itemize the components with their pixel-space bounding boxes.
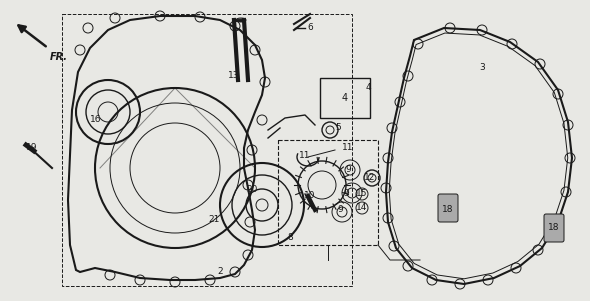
Text: 19: 19 [26, 144, 38, 153]
FancyBboxPatch shape [438, 194, 458, 222]
Bar [62, 14, 352, 286]
Text: 9: 9 [343, 188, 349, 197]
Text: 9: 9 [337, 206, 343, 215]
Text: 18: 18 [442, 206, 454, 215]
Text: 13: 13 [228, 72, 240, 80]
Text: 2: 2 [217, 268, 223, 277]
Text: 14: 14 [356, 203, 368, 213]
Ellipse shape [236, 18, 246, 22]
Text: 9: 9 [345, 166, 351, 175]
Text: 21: 21 [208, 216, 219, 225]
Text: 18: 18 [548, 224, 560, 232]
Text: 10: 10 [304, 191, 316, 200]
Text: 16: 16 [90, 116, 101, 125]
Text: 4: 4 [342, 93, 348, 103]
Text: 11: 11 [299, 151, 311, 160]
FancyBboxPatch shape [544, 214, 564, 242]
Text: 15: 15 [356, 190, 368, 198]
Bar [278, 140, 378, 245]
Text: 4: 4 [365, 83, 371, 92]
Text: 8: 8 [287, 234, 293, 243]
Text: 12: 12 [364, 173, 376, 182]
Text: 6: 6 [307, 23, 313, 33]
Text: FR.: FR. [50, 52, 68, 62]
Text: 5: 5 [335, 123, 341, 132]
Text: 11: 11 [342, 144, 354, 153]
Text: 3: 3 [479, 64, 485, 73]
Text: 20: 20 [246, 185, 258, 194]
